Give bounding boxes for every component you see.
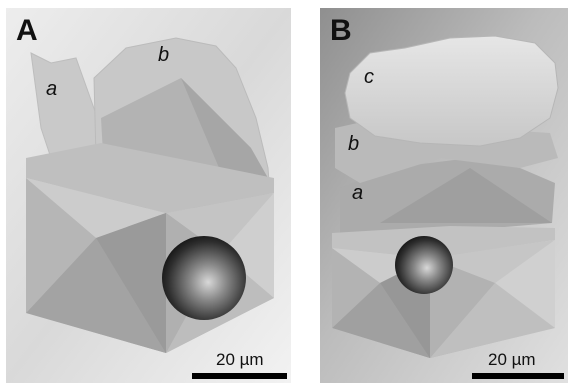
panel-b-layer-c-label: c bbox=[364, 66, 374, 88]
panel-b-scale-bar bbox=[472, 373, 564, 379]
panel-a-layer-b-label: b bbox=[158, 44, 170, 66]
panel-b-image bbox=[320, 8, 568, 383]
panel-a-layer-a-label: a bbox=[46, 78, 58, 100]
panel-a-image bbox=[6, 8, 291, 383]
panel-a-label: A bbox=[16, 14, 38, 47]
panel-a: A a b 20 µm bbox=[6, 8, 291, 383]
panel-a-scale-label: 20 µm bbox=[216, 350, 264, 369]
panel-b-layer-b-label: b bbox=[348, 133, 360, 155]
sphere-a bbox=[162, 236, 246, 320]
sphere-b bbox=[395, 236, 453, 294]
panel-b-label: B bbox=[330, 14, 352, 47]
panel-a-scale-bar bbox=[192, 373, 287, 379]
panel-b-scale-label: 20 µm bbox=[488, 350, 536, 369]
panel-b: B a b c 20 µm bbox=[320, 8, 568, 383]
panel-b-layer-a-label: a bbox=[352, 182, 364, 204]
